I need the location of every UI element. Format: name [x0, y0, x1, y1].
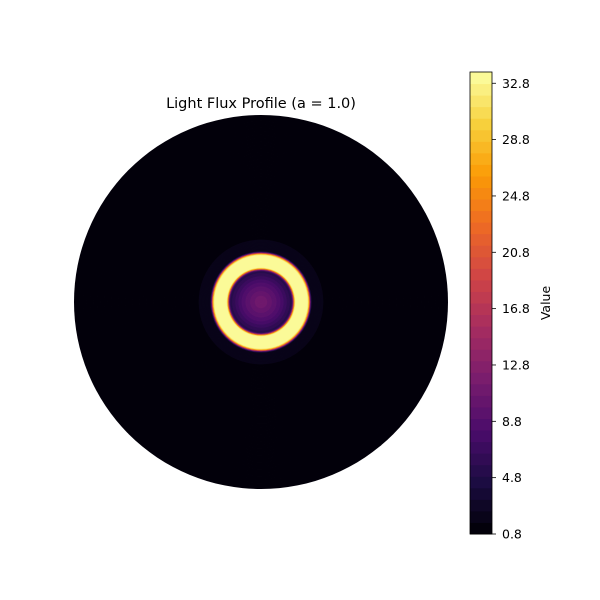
colorbar-band [470, 233, 492, 246]
colorbar-band [470, 245, 492, 258]
colorbar-band [470, 349, 492, 362]
colorbar-band [470, 83, 492, 96]
colorbar-band [470, 141, 492, 154]
colorbar-band [470, 152, 492, 165]
colorbar-label: Value [538, 286, 553, 321]
colorbar-ticks: 0.8 4.8 8.8 12.8 16.8 20.8 24.8 28.8 32.8 [492, 76, 530, 542]
colorbar-band [470, 187, 492, 200]
colorbar-band [470, 464, 492, 477]
colorbar-tick-label: 12.8 [502, 357, 530, 372]
colorbar-band [470, 72, 492, 85]
colorbar-tick-label: 16.8 [502, 301, 530, 316]
colorbar-band [470, 510, 492, 523]
colorbar-band [470, 222, 492, 235]
colorbar-tick-label: 20.8 [502, 245, 530, 260]
colorbar-band [470, 383, 492, 396]
colorbar-band [470, 279, 492, 292]
colorbar-band [470, 487, 492, 500]
colorbar: 0.8 4.8 8.8 12.8 16.8 20.8 24.8 28.8 32.8 Value [469, 71, 553, 542]
colorbar-band [470, 360, 492, 373]
colorbar-band [470, 395, 492, 408]
heatmap-ring-band [260, 301, 262, 303]
colorbar-tick-label: 32.8 [502, 76, 530, 91]
colorbar-tick-label: 0.8 [502, 527, 522, 542]
colorbar-band [470, 268, 492, 281]
colorbar-band [470, 118, 492, 131]
colorbar-band [470, 291, 492, 304]
colorbar-band [470, 175, 492, 188]
colorbar-band [470, 256, 492, 269]
colorbar-band [470, 453, 492, 466]
polar-heatmap [74, 115, 448, 489]
chart-title: Light Flux Profile (a = 1.0) [166, 96, 356, 112]
colorbar-band [470, 106, 492, 119]
colorbar-tick-label: 8.8 [502, 414, 522, 429]
colorbar-band [470, 522, 492, 535]
colorbar-band [470, 199, 492, 212]
colorbar-bands [470, 72, 492, 535]
colorbar-band [470, 314, 492, 327]
colorbar-band [470, 326, 492, 339]
colorbar-band [470, 129, 492, 142]
colorbar-band [470, 337, 492, 350]
colorbar-band [470, 499, 492, 512]
colorbar-band [470, 430, 492, 443]
colorbar-band [470, 406, 492, 419]
colorbar-band [470, 418, 492, 431]
colorbar-frame [469, 71, 493, 535]
colorbar-band [470, 95, 492, 108]
colorbar-tick-label: 4.8 [502, 470, 522, 485]
colorbar-band [470, 303, 492, 316]
colorbar-tick-label: 24.8 [502, 188, 530, 203]
colorbar-band [470, 476, 492, 489]
colorbar-band [470, 164, 492, 177]
colorbar-band [470, 372, 492, 385]
colorbar-band [470, 441, 492, 454]
colorbar-band [470, 210, 492, 223]
colorbar-tick-label: 28.8 [502, 132, 530, 147]
